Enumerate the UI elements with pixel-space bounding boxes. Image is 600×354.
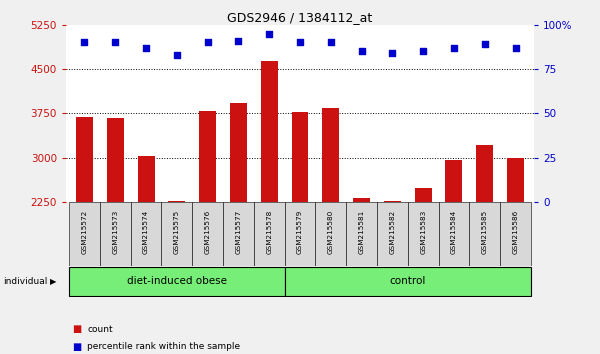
Point — [326, 40, 335, 45]
Bar — [476, 144, 493, 202]
Bar — [131, 202, 161, 266]
Text: ▶: ▶ — [50, 277, 56, 286]
Point — [80, 40, 89, 45]
Point — [388, 50, 397, 56]
Point — [357, 48, 367, 54]
Point — [511, 45, 520, 51]
Bar — [507, 158, 524, 202]
Point — [265, 31, 274, 36]
Text: GSM215584: GSM215584 — [451, 210, 457, 255]
Bar — [261, 61, 278, 202]
Text: percentile rank within the sample: percentile rank within the sample — [87, 342, 240, 352]
Text: GSM215586: GSM215586 — [512, 210, 518, 255]
Text: GSM215585: GSM215585 — [482, 210, 488, 255]
Bar — [100, 202, 131, 266]
Bar — [346, 202, 377, 266]
Text: GSM215582: GSM215582 — [389, 210, 395, 255]
Text: ■: ■ — [72, 342, 81, 352]
Bar — [353, 198, 370, 202]
Text: control: control — [389, 276, 426, 286]
Bar — [192, 202, 223, 266]
Bar — [137, 156, 155, 202]
Text: ■: ■ — [72, 324, 81, 334]
Point — [480, 41, 490, 47]
Bar — [223, 202, 254, 266]
Bar — [500, 202, 531, 266]
Point — [233, 38, 243, 44]
Bar — [230, 103, 247, 202]
Bar — [292, 112, 308, 202]
Bar — [384, 201, 401, 202]
Text: GSM215574: GSM215574 — [143, 210, 149, 255]
Text: GSM215579: GSM215579 — [297, 210, 303, 255]
Point — [141, 45, 151, 51]
Bar — [284, 202, 316, 266]
Text: GSM215583: GSM215583 — [420, 210, 426, 255]
Text: GSM215572: GSM215572 — [82, 210, 88, 255]
Bar — [69, 202, 100, 266]
Text: diet-induced obese: diet-induced obese — [127, 276, 227, 286]
Bar — [199, 111, 216, 202]
Bar — [469, 202, 500, 266]
Text: GSM215578: GSM215578 — [266, 210, 272, 255]
Bar — [169, 201, 185, 202]
Point — [449, 45, 459, 51]
Bar — [445, 160, 463, 202]
Title: GDS2946 / 1384112_at: GDS2946 / 1384112_at — [227, 11, 373, 24]
Bar — [316, 202, 346, 266]
Text: GSM215580: GSM215580 — [328, 210, 334, 255]
Text: GSM215576: GSM215576 — [205, 210, 211, 255]
Bar — [408, 202, 439, 266]
Point — [418, 48, 428, 54]
Bar — [415, 188, 431, 202]
Bar — [69, 267, 284, 296]
Bar — [254, 202, 284, 266]
Bar — [377, 202, 408, 266]
Text: GSM215581: GSM215581 — [359, 210, 365, 255]
Point — [295, 40, 305, 45]
Text: count: count — [87, 325, 113, 334]
Point — [203, 40, 212, 45]
Bar — [76, 118, 93, 202]
Bar — [107, 118, 124, 202]
Text: GSM215573: GSM215573 — [112, 210, 118, 255]
Text: GSM215577: GSM215577 — [235, 210, 241, 255]
Bar — [284, 267, 531, 296]
Text: GSM215575: GSM215575 — [174, 210, 180, 255]
Point — [172, 52, 182, 58]
Text: individual: individual — [3, 277, 47, 286]
Bar — [161, 202, 192, 266]
Bar — [439, 202, 469, 266]
Point — [110, 40, 120, 45]
Bar — [322, 108, 339, 202]
